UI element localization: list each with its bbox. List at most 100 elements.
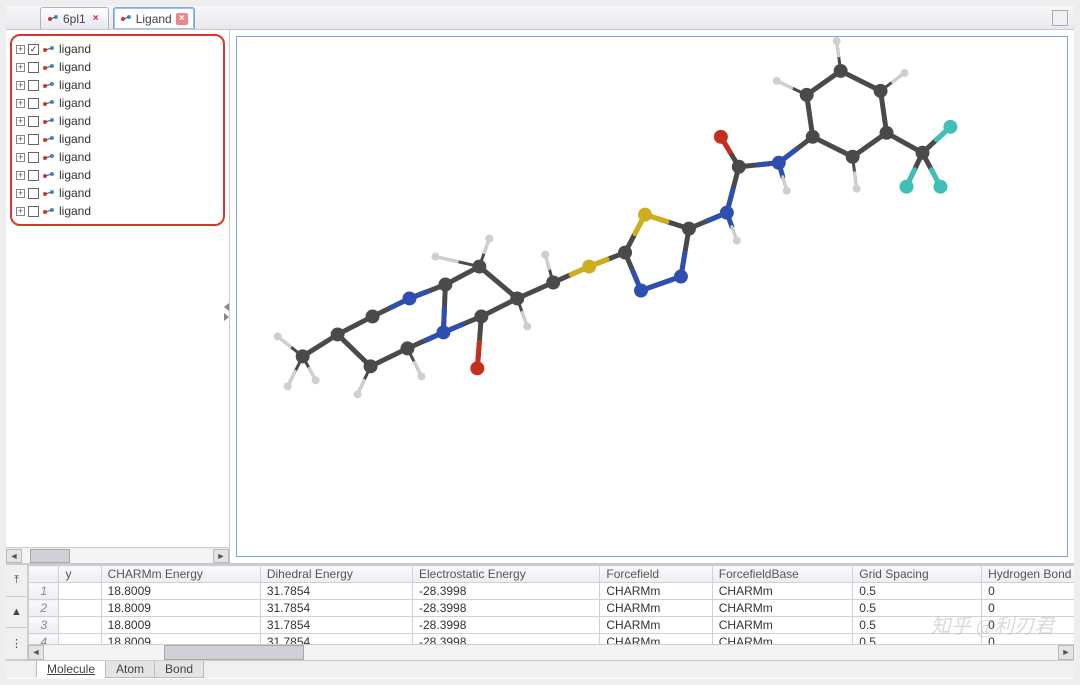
viewer-pane [230,30,1074,563]
tree-item[interactable]: + ligand [14,202,221,220]
column-header[interactable]: Dihedral Energy [260,566,412,583]
molecule-render [237,37,1067,556]
tree-item-label: ligand [59,132,91,146]
expand-icon[interactable]: + [16,81,25,90]
expand-icon[interactable]: + [16,189,25,198]
molecule-icon [42,80,56,90]
tab-label: 6pl1 [63,12,86,26]
scroll-left-arrow[interactable]: ◄ [6,549,22,563]
tree-item[interactable]: + ligand [14,166,221,184]
molecule-icon [42,62,56,72]
close-icon[interactable]: × [90,13,102,25]
column-header[interactable]: Hydrogen Bond Energy [982,566,1074,583]
tree-item[interactable]: +✓ ligand [14,40,221,58]
tree-item[interactable]: + ligand [14,148,221,166]
molecule-icon [42,116,56,126]
data-table: yCHARMm EnergyDihedral EnergyElectrostat… [28,565,1074,651]
collapse-all-button[interactable]: ⤒ [6,565,27,597]
checkbox[interactable] [28,206,39,217]
tree-item[interactable]: + ligand [14,184,221,202]
checkbox[interactable] [28,170,39,181]
tree-item-label: ligand [59,60,91,74]
tree-item[interactable]: + ligand [14,112,221,130]
tab-bar: 6pl1 × Ligand × [6,6,1074,30]
molecule-icon [42,134,56,144]
data-panel: ⤒ ▲ ⋮ yCHARMm EnergyDihedral EnergyElect… [6,564,1074,660]
scroll-right-arrow[interactable]: ► [1058,645,1074,660]
expand-icon[interactable]: + [16,45,25,54]
bottom-tabs: MoleculeAtomBond [6,660,1074,678]
expand-icon[interactable]: + [16,153,25,162]
table-hscroll[interactable]: ◄ ► [28,644,1074,660]
move-up-button[interactable]: ▲ [6,597,27,629]
splitter-handle[interactable] [222,297,230,327]
scroll-thumb[interactable] [164,645,304,660]
checkbox[interactable] [28,188,39,199]
datapanel-collapse-buttons: ⤒ ▲ ⋮ [6,565,28,660]
table-row[interactable]: 318.800931.7854-28.3998CHARMmCHARMm0.500… [29,617,1075,634]
bottom-tab-molecule[interactable]: Molecule [36,661,106,678]
maximize-button[interactable] [1052,10,1068,26]
scroll-thumb[interactable] [30,549,70,563]
expand-icon[interactable]: + [16,99,25,108]
expand-icon[interactable]: + [16,63,25,72]
checkbox[interactable] [28,116,39,127]
checkbox[interactable] [28,62,39,73]
more-button[interactable]: ⋮ [6,628,27,660]
molecule-icon [42,206,56,216]
ligand-tree: +✓ligand+ligand+ligand+ligand+ligand+lig… [10,34,225,226]
tree-item-label: ligand [59,168,91,182]
scroll-left-arrow[interactable]: ◄ [28,645,44,660]
tree-item-label: ligand [59,186,91,200]
tab-6pl1[interactable]: 6pl1 × [40,7,109,29]
checkbox[interactable]: ✓ [28,44,39,55]
data-table-wrap: yCHARMm EnergyDihedral EnergyElectrostat… [28,565,1074,660]
column-header[interactable] [29,566,59,583]
checkbox[interactable] [28,152,39,163]
bottom-tab-bond[interactable]: Bond [154,661,204,678]
tree-item-label: ligand [59,114,91,128]
tree-item[interactable]: +ligand [14,94,221,112]
molecule-icon [42,98,56,108]
scroll-track[interactable] [44,645,1058,660]
tree-item-label: ligand [59,78,91,92]
tab-label: Ligand [136,12,172,26]
scroll-right-arrow[interactable]: ► [213,549,229,563]
main-area: +✓ligand+ligand+ligand+ligand+ligand+lig… [6,30,1074,564]
table-row[interactable]: 118.800931.7854-28.3998CHARMmCHARMm0.500… [29,583,1075,600]
tree-hscroll[interactable]: ◄ ► [6,547,229,563]
expand-icon[interactable]: + [16,171,25,180]
column-header[interactable]: Forcefield [600,566,712,583]
molecule-icon [42,170,56,180]
molecule-icon [42,44,56,54]
tree-pane: +✓ligand+ligand+ligand+ligand+ligand+lig… [6,30,230,563]
checkbox[interactable] [28,98,39,109]
bottom-tab-atom[interactable]: Atom [105,661,155,678]
table-row[interactable]: 218.800931.7854-28.3998CHARMmCHARMm0.500… [29,600,1075,617]
scroll-track[interactable] [22,549,213,563]
column-header[interactable]: Grid Spacing [853,566,982,583]
molecule-icon [120,13,132,25]
tree-item-label: ligand [59,42,91,56]
tree-item-label: ligand [59,150,91,164]
checkbox[interactable] [28,80,39,91]
tree-item-label: ligand [59,204,91,218]
tree-item[interactable]: + ligand [14,58,221,76]
expand-icon[interactable]: + [16,117,25,126]
tab-ligand[interactable]: Ligand × [113,7,195,29]
checkbox[interactable] [28,134,39,145]
expand-icon[interactable]: + [16,135,25,144]
close-icon[interactable]: × [176,13,188,25]
molecule-icon [42,152,56,162]
column-header[interactable]: CHARMm Energy [101,566,260,583]
viewer-3d[interactable] [236,36,1068,557]
tree-item[interactable]: + ligand [14,76,221,94]
tree-item[interactable]: + ligand [14,130,221,148]
app-window: 6pl1 × Ligand × +✓ligand+ligand+ligand+l… [0,0,1080,685]
column-header[interactable]: y [59,566,101,583]
column-header[interactable]: ForcefieldBase [712,566,853,583]
molecule-icon [47,13,59,25]
expand-icon[interactable]: + [16,207,25,216]
molecule-icon [42,188,56,198]
column-header[interactable]: Electrostatic Energy [413,566,600,583]
